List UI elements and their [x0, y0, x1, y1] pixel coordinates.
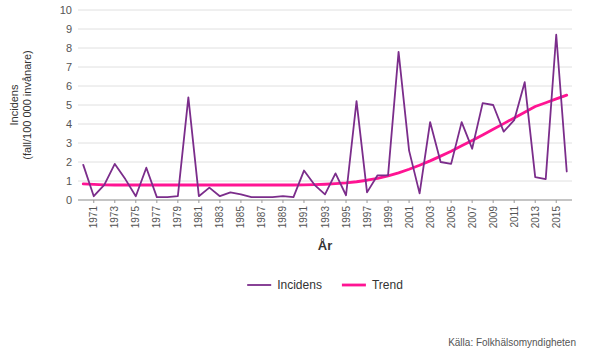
x-tick-label: 2007	[467, 206, 478, 229]
x-tick-label: 2013	[530, 206, 541, 229]
x-tick	[451, 200, 452, 203]
grid-line	[78, 124, 572, 125]
y-tick-label: 0	[66, 194, 72, 206]
x-tick-label: 1999	[383, 206, 394, 229]
x-tick	[346, 200, 347, 203]
y-tick-label: 3	[66, 137, 72, 149]
legend-label: Incidens	[277, 278, 322, 292]
x-tick-label: 1975	[130, 206, 141, 229]
y-tick-label: 4	[66, 118, 72, 130]
x-tick-label: 2015	[551, 206, 562, 229]
x-tick	[325, 200, 326, 203]
x-tick-label: 1977	[151, 206, 162, 229]
x-tick-label: 1973	[109, 206, 120, 229]
x-tick	[219, 200, 220, 203]
x-tick	[303, 200, 304, 203]
grid-line	[78, 10, 572, 11]
x-tick-label: 2005	[446, 206, 457, 229]
x-tick	[514, 200, 515, 203]
grid-line	[78, 105, 572, 106]
x-tick-label: 1987	[256, 206, 267, 229]
legend: Incidens Trend	[247, 278, 403, 292]
x-tick-label: 2001	[404, 206, 415, 229]
grid-line	[78, 29, 572, 30]
y-tick-label: 8	[66, 42, 72, 54]
y-tick-label: 10	[60, 4, 72, 16]
grid-line	[78, 67, 572, 68]
x-tick	[156, 200, 157, 203]
y-axis-label: Incidens(fall/100 000 invånare)	[8, 50, 33, 159]
x-tick-label: 1983	[214, 206, 225, 229]
legend-item: Incidens	[247, 278, 322, 292]
y-tick-label: 6	[66, 80, 72, 92]
grid-line	[78, 143, 572, 144]
x-tick-label: 1985	[235, 206, 246, 229]
x-tick	[114, 200, 115, 203]
x-tick	[409, 200, 410, 203]
chart: 0 1 2 3 4 5 6 7 8 9 10 1971 1973 1975 1977 1979 1981 1983…	[0, 0, 590, 354]
y-tick-label: 5	[66, 99, 72, 111]
plot-area	[83, 35, 566, 197]
x-tick-label: 2009	[488, 206, 499, 229]
x-tick	[198, 200, 199, 203]
x-tick	[493, 200, 494, 203]
x-tick	[535, 200, 536, 203]
x-tick-label: 1979	[172, 206, 183, 229]
y-tick-label: 1	[66, 175, 72, 187]
x-tick	[177, 200, 178, 203]
x-tick-label: 1997	[362, 206, 373, 229]
y-axis: 0 1 2 3 4 5 6 7 8 9 10	[60, 4, 572, 206]
x-tick	[472, 200, 473, 203]
x-tick-label: 1993	[320, 206, 331, 229]
legend-swatch	[342, 284, 366, 287]
x-tick-label: 1991	[298, 206, 309, 229]
x-tick-label: 1971	[88, 206, 99, 229]
x-tick-label: 1995	[341, 206, 352, 229]
x-tick	[388, 200, 389, 203]
line-series	[83, 35, 566, 197]
x-tick	[261, 200, 262, 203]
x-tick	[282, 200, 283, 203]
x-tick	[367, 200, 368, 203]
x-tick-label: 1981	[193, 206, 204, 229]
x-tick-label: 1989	[277, 206, 288, 229]
grid-line	[78, 86, 572, 87]
x-axis-label: År	[318, 238, 332, 253]
x-tick	[556, 200, 557, 203]
y-tick-label: 7	[66, 61, 72, 73]
legend-label: Trend	[372, 278, 403, 292]
x-tick-label: 2011	[509, 206, 520, 228]
x-tick	[240, 200, 241, 203]
grid-line	[78, 162, 572, 163]
legend-item: Trend	[342, 278, 403, 292]
y-tick-label: 9	[66, 23, 72, 35]
x-axis: 1971 1973 1975 1977 1979 1981 1983 1985 1987 1989…	[88, 200, 561, 228]
source-note: Källa: Folkhälsomyndigheten	[448, 337, 576, 348]
x-tick	[135, 200, 136, 203]
x-tick-label: 2003	[425, 206, 436, 229]
y-tick-label: 2	[66, 156, 72, 168]
grid-line	[78, 48, 572, 49]
legend-swatch	[247, 284, 271, 286]
x-tick	[93, 200, 94, 203]
x-tick	[430, 200, 431, 203]
